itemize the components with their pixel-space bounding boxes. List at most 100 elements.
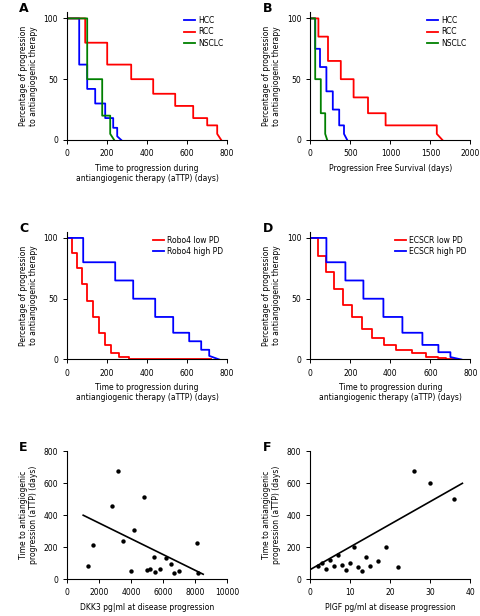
RCC — [338, 57, 344, 65]
Line: Robo4 low PD: Robo4 low PD — [67, 238, 211, 360]
X-axis label: Time to progression during
antiangiogenic therapy (aTTP) (days): Time to progression during antiangiogeni… — [76, 383, 218, 402]
ECSCR low PD — [409, 346, 415, 354]
Line: RCC: RCC — [67, 18, 221, 140]
ECSCR low PD — [423, 354, 429, 361]
Legend: HCC, RCC, NSCLC: HCC, RCC, NSCLC — [184, 16, 223, 47]
Y-axis label: Percentage of progression
to antiangiogenic therapy: Percentage of progression to antiangioge… — [19, 26, 38, 126]
RCC — [434, 130, 440, 137]
Robo4 high PD — [206, 352, 212, 360]
ECSCR low PD — [370, 334, 375, 341]
Point — [108, 501, 116, 511]
RCC — [365, 110, 371, 117]
Robo4 low PD — [69, 234, 75, 241]
Point — [140, 492, 148, 502]
Point — [343, 565, 350, 575]
HCC — [64, 15, 70, 22]
Point — [367, 561, 374, 571]
NSCLC — [318, 76, 324, 83]
Point — [89, 540, 96, 549]
RCC — [204, 122, 210, 129]
Robo4 low PD — [79, 280, 85, 288]
RCC — [83, 39, 88, 46]
RCC — [190, 115, 196, 122]
Point — [355, 562, 362, 572]
HCC — [308, 15, 313, 22]
ECSCR low PD — [394, 346, 399, 354]
Robo4 high PD — [170, 329, 176, 336]
Point — [374, 557, 382, 567]
HCC — [317, 45, 323, 52]
RCC — [325, 33, 331, 40]
Robo4 low PD — [102, 341, 108, 349]
ECSCR low PD — [349, 301, 355, 309]
RCC — [383, 122, 388, 129]
Legend: ECSCR low PD, ECSCR high PD: ECSCR low PD, ECSCR high PD — [395, 236, 467, 256]
NSCLC — [84, 15, 90, 22]
HCC — [92, 100, 98, 107]
X-axis label: Progression Free Survival (days): Progression Free Survival (days) — [329, 163, 452, 172]
NSCLC — [64, 15, 70, 22]
Robo4 low PD — [96, 314, 102, 321]
Robo4 low PD — [116, 354, 122, 361]
HCC — [312, 15, 318, 22]
HCC — [114, 124, 120, 131]
Text: B: B — [263, 2, 272, 15]
NSCLC — [108, 130, 113, 137]
Point — [193, 538, 201, 548]
Point — [150, 552, 157, 562]
Robo4 low PD — [208, 356, 214, 363]
Point — [170, 569, 178, 578]
ECSCR low PD — [423, 350, 429, 357]
NSCLC — [324, 136, 330, 144]
ECSCR high PD — [435, 349, 441, 356]
HCC — [317, 63, 323, 71]
Point — [131, 525, 138, 535]
Robo4 low PD — [108, 350, 114, 357]
ECSCR high PD — [324, 259, 329, 266]
Point — [331, 561, 338, 571]
NSCLC — [308, 15, 313, 22]
ECSCR low PD — [435, 355, 441, 362]
ECSCR high PD — [447, 354, 453, 361]
Robo4 low PD — [69, 249, 75, 256]
Point — [323, 564, 330, 574]
RCC — [434, 122, 440, 129]
Robo4 high PD — [130, 277, 136, 284]
ECSCR low PD — [409, 350, 415, 357]
ECSCR low PD — [370, 325, 375, 333]
X-axis label: PlGF pg/ml at disease progression: PlGF pg/ml at disease progression — [325, 602, 456, 612]
RCC — [351, 94, 357, 101]
Robo4 low PD — [74, 249, 80, 256]
Robo4 high PD — [80, 234, 86, 241]
Line: NSCLC: NSCLC — [311, 18, 327, 140]
Robo4 high PD — [152, 314, 158, 321]
HCC — [341, 130, 347, 137]
HCC — [324, 63, 329, 71]
ECSCR low PD — [340, 285, 346, 293]
Line: HCC: HCC — [311, 18, 347, 140]
Line: HCC: HCC — [67, 18, 121, 140]
Robo4 low PD — [126, 354, 132, 361]
Point — [156, 564, 164, 573]
RCC — [104, 39, 110, 46]
Point — [395, 562, 402, 572]
RCC — [128, 61, 134, 68]
Robo4 high PD — [216, 356, 222, 363]
HCC — [110, 124, 116, 131]
NSCLC — [84, 76, 90, 83]
ECSCR low PD — [308, 234, 313, 241]
Point — [319, 558, 326, 568]
Point — [359, 566, 366, 576]
Robo4 low PD — [84, 298, 90, 305]
ECSCR high PD — [324, 234, 329, 241]
ECSCR high PD — [381, 314, 386, 321]
Robo4 high PD — [64, 234, 70, 241]
ECSCR low PD — [382, 341, 387, 349]
HCC — [84, 61, 90, 68]
Point — [347, 558, 354, 568]
X-axis label: Time to progression during
antiangiogenic therapy (aTTP) (days): Time to progression during antiangiogeni… — [76, 163, 218, 183]
ECSCR low PD — [332, 285, 337, 293]
Robo4 high PD — [112, 277, 118, 284]
RCC — [204, 115, 210, 122]
RCC — [64, 15, 70, 22]
